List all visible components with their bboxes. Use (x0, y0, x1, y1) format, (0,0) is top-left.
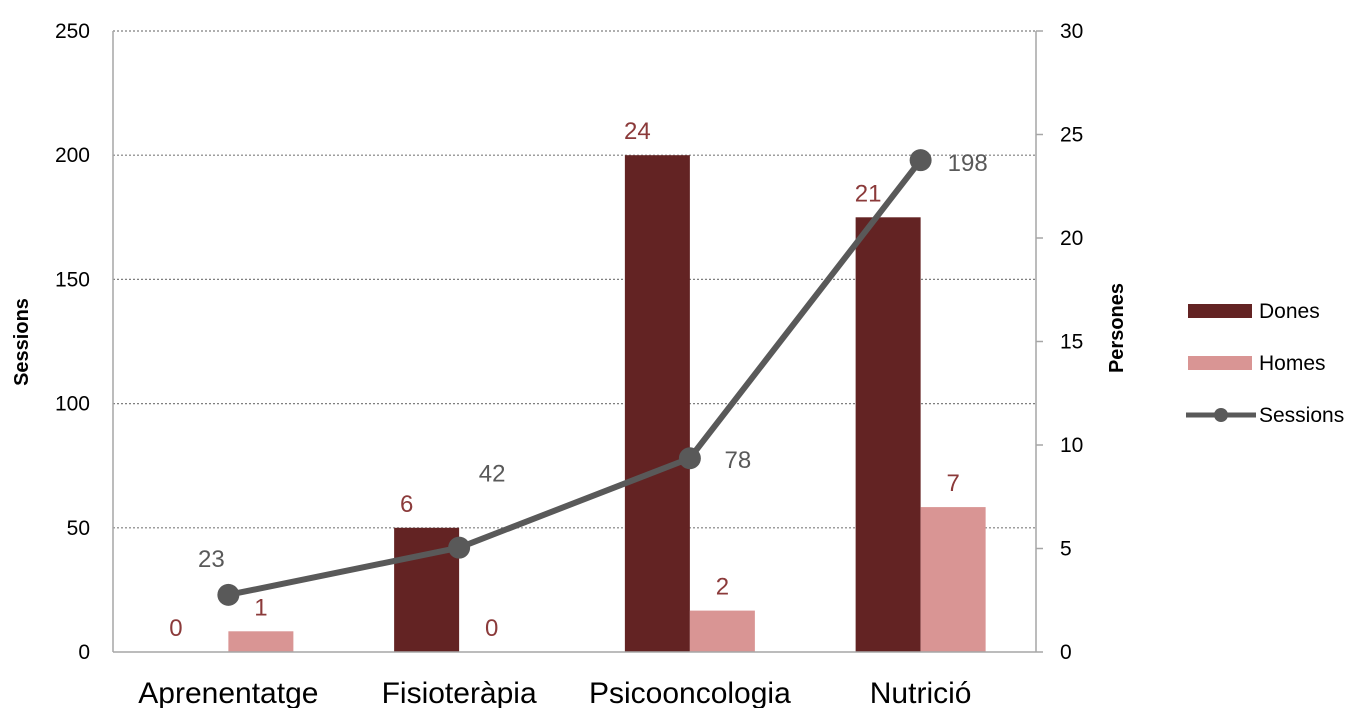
data-label-sessions: 78 (725, 447, 752, 474)
data-label-dones: 0 (169, 615, 182, 642)
y-right-tick-label: 5 (1060, 538, 1072, 561)
legend: Dones Homes Sessions (1186, 300, 1344, 427)
y-left-tick-label: 50 (67, 517, 90, 540)
data-label-sessions: 198 (948, 150, 988, 177)
y-left-tick-label: 200 (55, 144, 90, 167)
bar-homes (920, 507, 986, 652)
sessions-point (909, 149, 932, 172)
data-label-sessions: 42 (479, 461, 506, 488)
y-left-tick-label: 250 (55, 20, 90, 43)
y-right-tick-label: 15 (1060, 331, 1083, 354)
data-label-homes: 0 (485, 615, 498, 642)
bar-dones (855, 217, 921, 653)
y-right-tick-label: 0 (1060, 641, 1072, 664)
y-left-tick-label: 150 (55, 268, 90, 291)
data-label-dones: 24 (624, 118, 651, 145)
data-label-homes: 7 (946, 470, 959, 497)
data-label-dones: 6 (400, 491, 413, 518)
sessions-point (448, 536, 471, 559)
bar-dones (624, 155, 690, 652)
y-right-tick-label: 30 (1060, 20, 1083, 43)
y-left-tick-label: 0 (78, 641, 90, 664)
y-right-tick-label: 25 (1060, 124, 1083, 147)
legend-swatch-marker (1214, 408, 1228, 422)
x-tick-label: Fisioteràpia (382, 677, 537, 708)
labels: 0 6 24 21 1 0 2 7 23 42 78 198 (169, 118, 987, 642)
sessions-line (227, 158, 923, 598)
bar-homes (228, 631, 294, 652)
bars (228, 155, 986, 653)
y-left-axis-title: Sessions (11, 298, 33, 386)
x-tick-label: Aprenentatge (138, 677, 318, 708)
y-left-tick-label: 100 (55, 393, 90, 416)
legend-label-homes: Homes (1259, 352, 1326, 375)
data-label-sessions: 23 (198, 546, 225, 573)
sessions-point (217, 583, 240, 606)
y-right-tick-label: 20 (1060, 227, 1083, 250)
sessions-point (678, 447, 701, 470)
y-right-tick-label: 10 (1060, 434, 1083, 457)
legend-label-dones: Dones (1259, 300, 1320, 323)
legend-swatch-homes (1188, 356, 1252, 370)
x-tick-label: Psicooncologia (589, 677, 791, 708)
x-tick-label: Nutrició (870, 677, 972, 708)
data-label-homes: 1 (254, 594, 267, 621)
y-right-axis-title: Persones (1106, 283, 1128, 373)
legend-swatch-dones (1188, 304, 1252, 318)
bar-homes (689, 610, 755, 652)
data-label-homes: 2 (716, 574, 729, 601)
sessions-line-series (217, 149, 932, 606)
legend-label-sessions: Sessions (1259, 404, 1344, 427)
data-label-dones: 21 (855, 180, 882, 207)
